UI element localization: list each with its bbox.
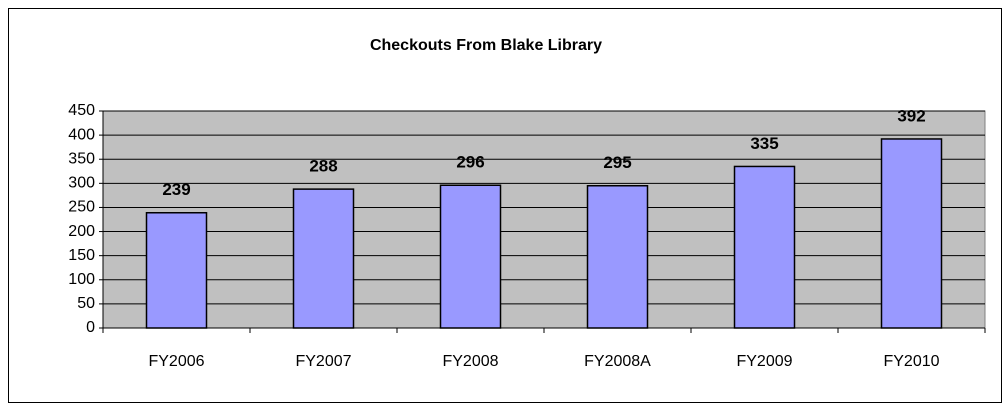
x-tick-label: FY2006 [148,353,204,370]
data-label: 288 [309,157,337,176]
plot-area [102,110,986,329]
x-tick-label: FY2007 [295,353,351,370]
x-tick-label: FY2008A [584,353,651,370]
data-label: 239 [162,180,190,199]
bar [880,138,943,329]
y-tick-label: 100 [68,271,95,288]
y-tick-label: 0 [86,319,95,336]
y-tick-label: 50 [77,295,95,312]
data-label: 295 [603,153,631,172]
data-label: 392 [897,106,925,125]
y-tick-label: 250 [68,199,95,216]
bar [145,211,208,329]
bar [439,184,502,329]
x-tick-label: FY2008 [442,353,498,370]
bar [292,188,355,329]
x-tick-label: FY2009 [736,353,792,370]
y-tick-label: 150 [68,247,95,264]
bar [733,165,796,329]
y-tick-label: 350 [68,150,95,167]
data-label: 335 [750,134,778,153]
y-tick-label: 300 [68,175,95,192]
data-label: 296 [456,153,484,172]
bar [586,184,649,329]
chart-title: Checkouts From Blake Library [370,37,602,54]
y-tick-label: 400 [68,126,95,143]
x-tick-label: FY2010 [883,353,939,370]
y-tick-label: 200 [68,223,95,240]
y-tick-label: 450 [68,102,95,119]
